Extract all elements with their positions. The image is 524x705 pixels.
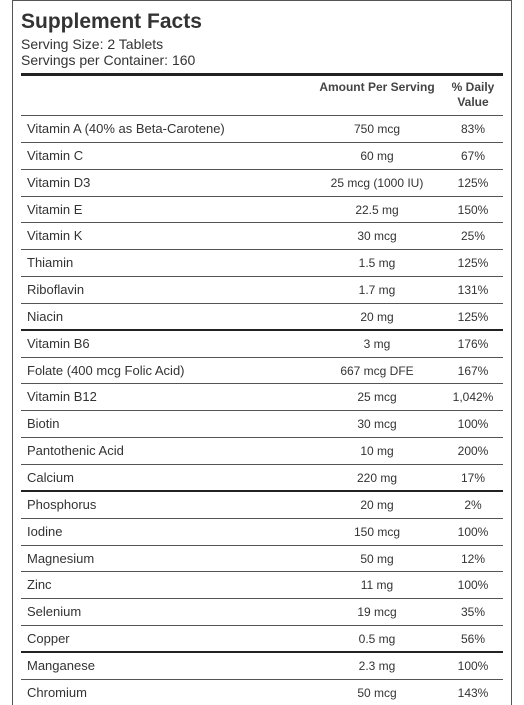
nutrient-amount: 30 mcg [357,229,397,244]
nutrient-name: Calcium [27,469,74,485]
table-row: Chromium 50 mcg 143% [21,680,503,705]
servings-per-container: Servings per Container: 160 [21,52,196,68]
table-row: Vitamin B6 3 mg 176% [21,331,503,358]
table-row: Vitamin A (40% as Beta-Carotene) 750 mcg 8… [21,116,503,143]
table-header: Amount Per Serving % Daily Value [21,76,503,116]
nutrient-name: Riboflavin [27,282,85,298]
serving-size: Serving Size: 2 Tablets [21,36,164,52]
nutrient-amount: 25 mcg [357,390,397,405]
panel-title: Supplement Facts [21,10,202,33]
nutrient-daily-value: 125% [457,256,489,271]
nutrient-name: Vitamin E [27,201,83,217]
nutrient-daily-value: 100% [457,578,489,593]
nutrient-daily-value: 176% [457,336,489,351]
nutrient-name: Selenium [27,604,82,620]
table-row: Phosphorus 20 mg 2% [21,492,503,519]
table-row: Vitamin E 22.5 mg 150% [21,197,503,224]
table-row: Niacin 20 mg 125% [21,304,503,331]
nutrient-amount: 50 mg [360,551,394,566]
nutrient-name: Chromium [27,684,87,700]
nutrient-daily-value: 17% [460,470,486,485]
nutrient-name: Magnesium [27,550,95,566]
table-row: Vitamin K 30 mcg 25% [21,223,503,251]
nutrient-amount: 1.7 mg [358,283,396,298]
nutrient-daily-value: 100% [457,658,489,673]
nutrient-name: Vitamin C [27,147,84,163]
nutrient-amount: 750 mcg [353,122,401,136]
nutrient-name: Phosphorus [27,496,97,512]
nutrient-daily-value: 56% [460,632,486,647]
table-row: Vitamin C 60 mg 67% [21,143,503,170]
nutrient-name: Vitamin B6 [27,335,90,351]
nutrient-table: Vitamin A (40% as Beta-Carotene) 750 mcg 8… [21,116,503,705]
nutrient-name: Zinc [27,577,52,593]
nutrient-name: Manganese [27,657,95,673]
nutrient-amount: 60 mg [360,148,394,163]
nutrient-amount: 11 mg [360,578,394,593]
table-row: Thiamin 1.5 mg 125% [21,250,503,278]
nutrient-amount: 0.5 mg [358,632,396,647]
supplement-facts-panel: Supplement Facts Serving Size: 2 Tablets… [12,0,512,705]
table-row: Riboflavin 1.7 mg 131% [21,277,503,304]
nutrient-amount: 30 mcg [357,417,397,432]
nutrient-amount: 19 mcg [357,605,397,620]
nutrient-amount: 667 mcg DFE [340,363,414,378]
nutrient-name: Vitamin D3 [27,174,91,190]
nutrient-name: Vitamin A (40% as Beta-Carotene) [27,121,225,136]
nutrient-amount: 22.5 mg [355,202,399,217]
nutrient-name: Thiamin [27,255,74,271]
nutrient-daily-value: 100% [457,417,489,432]
nutrient-daily-value: 25% [460,229,486,244]
nutrient-amount: 220 mg [356,470,398,485]
nutrient-daily-value: 131% [457,283,489,298]
nutrient-daily-value: 125% [457,175,489,190]
nutrient-name: Pantothenic Acid [27,443,124,459]
nutrient-daily-value: 200% [457,444,489,459]
nutrient-daily-value: 12% [460,551,486,566]
table-row: Biotin 30 mcg 100% [21,411,503,439]
nutrient-daily-value: 35% [460,605,486,620]
nutrient-name: Folate (400 mcg Folic Acid) [27,362,185,378]
nutrient-daily-value: 100% [457,524,489,539]
table-row: Magnesium 50 mg 12% [21,546,503,573]
nutrient-name: Copper [27,631,70,647]
table-row: Vitamin D3 25 mcg (1000 IU) 125% [21,170,503,197]
nutrient-amount: 50 mcg [357,685,397,700]
nutrient-name: Niacin [27,308,64,324]
nutrient-amount: 2.3 mg [358,658,396,673]
table-row: Selenium 19 mcg 35% [21,599,503,627]
nutrient-amount: 25 mcg (1000 IU) [330,175,424,190]
table-row: Folate (400 mcg Folic Acid) 667 mcg DFE 16… [21,358,503,385]
nutrient-daily-value: 150% [457,202,489,217]
nutrient-amount: 20 mg [360,309,394,324]
table-row: Zinc 11 mg 100% [21,572,503,600]
thick-divider [21,73,503,76]
nutrient-name: Iodine [27,523,63,539]
nutrient-daily-value: 67% [460,148,486,163]
nutrient-daily-value: 2% [464,497,482,512]
nutrient-daily-value: 143% [457,685,489,700]
table-row: Manganese 2.3 mg 100% [21,653,503,680]
nutrient-daily-value: 125% [457,309,489,324]
table-row: Vitamin B12 25 mcg 1,042% [21,384,503,412]
nutrient-daily-value: 1,042% [452,390,494,405]
table-row: Calcium 220 mg 17% [21,465,503,492]
nutrient-daily-value: 83% [460,122,486,136]
nutrient-amount: 3 mg [363,336,391,351]
nutrient-name: Vitamin B12 [27,389,97,405]
nutrient-amount: 1.5 mg [358,256,396,271]
nutrient-amount: 150 mcg [353,524,401,539]
daily-value-header: % Daily Value [451,80,495,109]
nutrient-amount: 20 mg [360,497,394,512]
nutrient-name: Vitamin K [27,228,83,244]
amount-per-serving-header: Amount Per Serving [319,80,435,94]
nutrient-name: Biotin [27,416,60,432]
table-row: Pantothenic Acid 10 mg 200% [21,438,503,465]
nutrient-daily-value: 167% [457,363,489,378]
table-row: Copper 0.5 mg 56% [21,626,503,653]
table-row: Iodine 150 mcg 100% [21,519,503,546]
nutrient-amount: 10 mg [360,444,394,459]
